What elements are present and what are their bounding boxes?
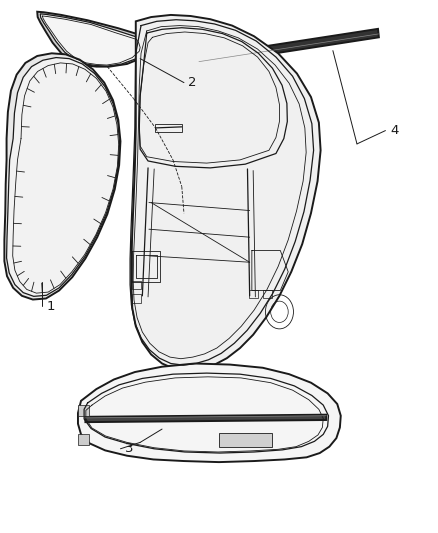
Text: 1: 1 bbox=[46, 300, 55, 313]
Bar bbox=[78, 405, 89, 416]
Polygon shape bbox=[78, 364, 341, 462]
Bar bbox=[78, 434, 89, 445]
Bar bbox=[155, 124, 182, 132]
Text: 2: 2 bbox=[188, 76, 197, 89]
Polygon shape bbox=[4, 53, 120, 300]
Polygon shape bbox=[7, 58, 120, 296]
Circle shape bbox=[255, 436, 261, 443]
Polygon shape bbox=[131, 15, 321, 370]
Polygon shape bbox=[85, 415, 326, 422]
Polygon shape bbox=[40, 14, 143, 66]
Bar bbox=[132, 281, 141, 289]
Polygon shape bbox=[37, 12, 149, 67]
Bar bbox=[219, 433, 272, 447]
Bar bbox=[249, 290, 258, 298]
Text: 4: 4 bbox=[390, 124, 399, 137]
Bar bbox=[263, 290, 272, 298]
Bar bbox=[132, 294, 141, 303]
Text: 3: 3 bbox=[125, 442, 134, 455]
Polygon shape bbox=[198, 29, 379, 65]
